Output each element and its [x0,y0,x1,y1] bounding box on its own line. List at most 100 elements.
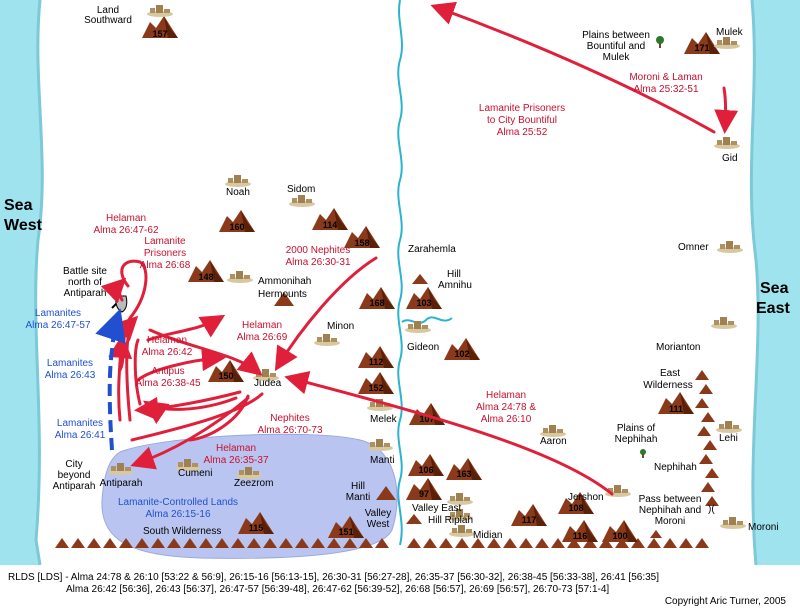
place-label: Hill Riplah [428,515,473,526]
mountain-111: 111 [658,392,694,414]
svg-text:107: 107 [419,414,434,424]
sea-east [749,0,800,566]
route-annotation: Lamanite Prisoners [479,103,565,114]
place-label: Manti [370,455,394,466]
footer-line-2: Alma 26:42 [56:36], 26:43 [56:37], 26:47… [66,584,609,595]
route-annotation: 2000 Nephites [286,245,351,256]
sea-west-label-1: Sea [4,197,33,214]
city-moroni [720,517,746,529]
lamanite-annotation: Alma 26:47-57 [25,320,90,331]
mountain-148: 148 [188,260,224,282]
place-label: Gid [722,153,738,164]
mountain-152: 152 [358,372,394,394]
route-annotation: Alma 26:10 [481,414,532,425]
city-gideon [405,321,431,333]
svg-text:160: 160 [229,222,244,232]
hermounts-mountain [274,292,294,306]
tree-icon [640,449,646,458]
mountain-150: 150 [208,360,244,382]
city-manti [367,439,393,451]
place-label: Midian [473,530,502,541]
place-label: Wilderness [643,380,692,391]
mountain-171: 171 [684,32,720,54]
mountain-106: 106 [408,454,444,476]
svg-text:102: 102 [454,349,469,359]
mountain-103: 103 [406,287,442,309]
place-label: Morianton [656,342,700,353]
place-label: Pass between [639,494,702,505]
city-sidom [289,195,315,207]
sea-west-label-2: West [4,217,43,234]
place-label: Melek [370,414,398,425]
lamanite-route [95,308,126,451]
mountain-168: 168 [359,287,395,309]
place-label: Zeezrom [234,478,273,489]
mountain-151: 151 [328,516,364,538]
place-label: Manti [346,492,370,503]
place-label: north of [68,277,102,288]
place-label: Antiparah [64,288,107,299]
svg-text:157: 157 [152,29,167,39]
hill-riplah-mountain [406,514,422,524]
place-label: Lehi [719,433,738,444]
sea-east-label-1: Sea [760,280,789,297]
place-label: South Wilderness [143,526,221,537]
svg-text:158: 158 [354,238,369,248]
mountain-97: 97 [406,478,442,500]
place-label: Valley East [412,503,462,514]
place-label: Hermounts [258,289,307,300]
place-label: Moroni [655,516,686,527]
hill-amnihu-mountain [412,274,428,284]
place-label: Aaron [540,436,567,447]
svg-text:117: 117 [522,515,537,525]
river-branch [401,316,453,324]
place-label: Antiparah [53,481,96,492]
place-label: Hill [351,481,365,492]
place-label: Nephihah and [639,505,701,516]
lamanite-annotation: Alma 26:43 [45,370,96,381]
lamanite-annotation: Alma 26:41 [55,430,106,441]
route-annotation: Alma 26:30-31 [285,257,350,268]
city-land-southward [147,5,173,17]
svg-text:106: 106 [418,465,433,475]
svg-text:116: 116 [573,531,588,541]
place-label: beyond [58,470,91,481]
battle-icon [111,295,128,313]
route-annotation: Lamanite [144,236,186,247]
place-label: Judea [254,378,282,389]
place-label: Land [97,5,119,16]
mountain-160: 160 [219,210,255,232]
place-label: Zarahemla [408,244,456,255]
route-annotation: Helaman [147,335,187,346]
route-annotation: Alma 26:35-37 [203,455,268,466]
routes [100,1,739,496]
city-noah [225,175,251,187]
city-mulek [714,37,740,49]
route-annotation: Alma 25:32-51 [633,84,698,95]
svg-text:103: 103 [416,298,431,308]
city-minon [314,334,340,346]
place-label: Cumeni [178,468,212,479]
mountain-158: 158 [344,226,380,248]
place-label: Gideon [407,342,439,353]
city-midian [449,525,475,537]
city-gid [714,137,740,149]
place-label: Amnihu [438,280,472,291]
lamanite-annotation: Lamanites [35,308,81,319]
route-annotation: Alma 26:47-62 [93,225,158,236]
route-annotation: Helaman [216,443,256,454]
city-ammonihah [227,271,253,283]
region-label-2: Alma 26:15-16 [145,509,210,520]
mountain-100: 100 [602,520,638,542]
copyright: Copyright Aric Turner, 2005 [665,596,787,607]
route-annotation: Alma 26:38-45 [135,378,200,389]
route-annotation: Helaman [486,390,526,401]
place-label: Omner [678,242,709,253]
place-label: Moroni [748,522,779,533]
mountain-112: 112 [358,346,394,368]
city-lehi [716,421,742,433]
svg-text:114: 114 [323,220,338,230]
place-label: Sidom [287,184,315,195]
place-label: Mulek [716,27,744,38]
route-annotation: Prisoners [144,248,186,259]
